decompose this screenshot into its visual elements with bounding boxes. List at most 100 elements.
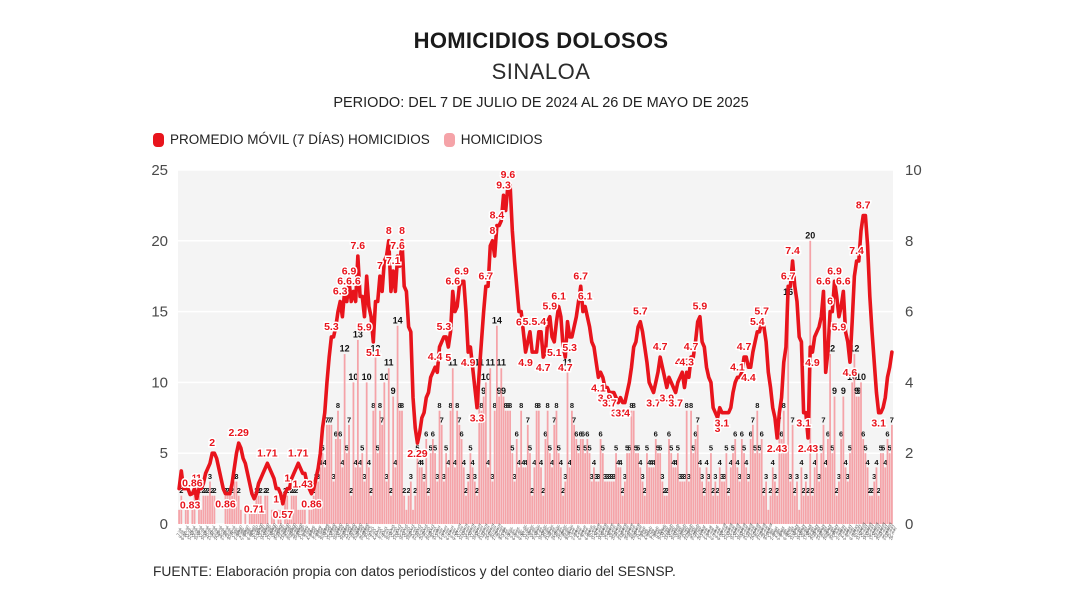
homicides-bar [401,410,403,524]
date-tick-label: 28-ago [290,524,299,539]
bar-value-label: 3 [687,472,691,481]
date-tick-label: 26-sep [354,522,363,536]
bar-value-label: 3 [746,472,750,481]
homicides-bar [504,410,507,524]
homicides-bar [286,495,289,524]
bar-value-label: 5 [345,444,349,453]
bar-value-label: 11 [384,358,394,368]
date-tick-label: 20-sep [341,522,350,536]
date-tick-label: 22-mar [745,522,754,537]
homicides-bar [535,410,538,524]
homicides-bar [436,481,439,524]
bar-value-label: 3 [817,472,821,481]
moving-average-label: 4.3 [675,356,690,368]
homicides-bar [398,410,401,524]
moving-average-label: 7 [377,260,383,272]
homicides-bar [657,453,659,524]
homicides-bar [879,453,882,524]
bar-value-label: 2 [810,486,814,495]
bar-value-label: 5 [614,444,618,453]
bar-value-label: 5 [576,444,580,453]
bar-value-label: 7 [457,415,461,424]
moving-average-label: 6.9 [342,265,357,277]
date-tick-label: 5-ene [577,528,585,540]
homicides-bar [387,368,390,524]
bar-value-label: 4 [354,458,359,467]
date-tick-label: 11-feb [659,523,668,536]
moving-average-label: 3.7 [646,398,661,410]
bar-value-label: 4 [462,458,467,467]
moving-average-label: 0.86 [301,499,322,511]
bar-value-label: 5 [415,444,419,453]
date-tick-label: 20-mar [740,524,749,539]
date-tick-label: 8-ago [246,528,254,540]
bar-value-label: 2 [802,486,806,495]
bar-value-label: 9 [497,386,502,396]
homicides-bar [301,509,304,524]
date-tick-label: 14-mar [727,524,736,539]
bar-value-label: 4 [559,458,564,467]
date-tick-label: 21-nov [478,526,487,541]
homicides-bar [253,509,256,524]
bar-value-label: 6 [885,430,889,439]
bar-value-label: 4 [651,458,656,467]
bar-value-label: 2 [775,486,779,495]
homicides-bar [851,382,854,524]
date-tick-label: 8-feb [652,525,660,536]
bar-value-label: 2 [561,486,565,495]
bar-value-label: 2 [349,486,353,495]
bar-value-label: 2 [237,486,241,495]
date-tick-label: 19-nov [473,522,482,537]
homicides-bar [692,453,695,524]
homicides-bar [838,481,840,524]
bar-value-label: 8 [336,401,340,410]
date-tick-label: 30-oct [429,525,438,538]
date-tick-label: 29-nov [495,524,504,539]
homicides-bar [427,495,430,524]
date-tick-label: 24-feb [687,525,696,538]
date-tick-label: 4-may [840,525,849,538]
bar-value-label: 8 [755,401,759,410]
date-tick-label: 23-jul [211,527,219,538]
homicides-bar [412,509,414,524]
bar-value-label: 8 [535,401,539,410]
bar-value-label: 3 [700,472,704,481]
date-tick-label: 5-mar [707,526,715,539]
date-tick-label: 30-nov [497,526,506,541]
homicides-bar [484,382,487,524]
date-tick-label: 11-oct [387,523,396,536]
homicides-bar [224,495,227,524]
bar-value-label: 2 [290,486,294,495]
date-tick-label: 21-dic [544,528,552,540]
date-tick-label: 6-abr [778,525,786,536]
date-tick-label: 18-oct [403,525,412,538]
date-tick-label: 10-sep [319,526,328,540]
date-tick-label: 25-mar [751,522,760,537]
date-tick-label: 14-abr [795,527,804,541]
date-tick-label: 27-ene [625,522,634,537]
homicides-bar [482,396,485,524]
homicides-bar [277,509,280,524]
homicides-bar [443,481,445,524]
bar-value-label: 3 [594,472,598,481]
date-tick-label: 17-sep [334,522,343,536]
bar-value-label: 5 [879,444,883,453]
moving-average-label: 0.86 [182,478,203,490]
date-tick-label: 7-may [846,525,855,538]
date-tick-label: 21-may [877,521,886,537]
homicides-bar [840,439,843,524]
bar-value-label: 7 [791,415,795,424]
date-tick-label: 17-abr [802,527,811,541]
homicides-bar [209,481,211,524]
homicides-bar [619,467,622,524]
homicides-bar [354,467,357,524]
homicides-bar [652,467,655,524]
date-tick-label: 23-sep [347,522,356,536]
bar-value-label: 5 [881,444,885,453]
bar-value-label: 5 [709,444,713,453]
date-tick-label: 28-dic [559,524,567,536]
moving-average-label: 7.1 [386,255,401,267]
date-tick-label: 1-feb [637,529,645,540]
homicides-bar [820,453,823,524]
homicides-bar [725,453,728,524]
